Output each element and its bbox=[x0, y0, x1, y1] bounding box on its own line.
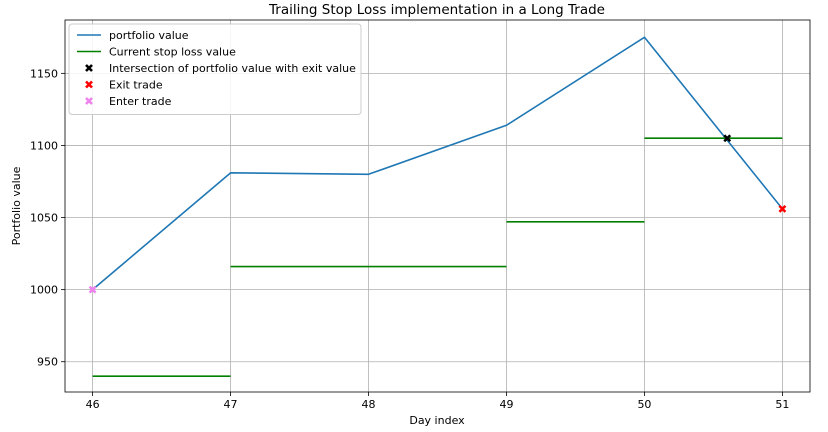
x-tick-label: 46 bbox=[86, 398, 100, 411]
series-layer bbox=[88, 36, 787, 377]
legend-label: Intersection of portfolio value with exi… bbox=[109, 62, 356, 75]
y-axis-title: Portfolio value bbox=[10, 166, 23, 245]
plot-frame bbox=[64, 19, 811, 393]
x-tick-label: 50 bbox=[637, 398, 651, 411]
legend: portfolio value Current stop loss value In… bbox=[68, 23, 362, 115]
x-axis-title: Day index bbox=[409, 414, 465, 427]
y-tick-label: 1150 bbox=[30, 67, 58, 80]
ticks: 46 47 48 49 50 51 950 1000 1050 1100 1150 bbox=[30, 67, 789, 411]
x-tick-label: 47 bbox=[224, 398, 238, 411]
y-tick-label: 950 bbox=[37, 356, 58, 369]
y-tick-label: 1000 bbox=[30, 284, 58, 297]
legend-box bbox=[68, 23, 362, 115]
chart-title: Trailing Stop Loss implementation in a L… bbox=[268, 2, 605, 18]
x-tick-label: 49 bbox=[499, 398, 513, 411]
y-tick-label: 1050 bbox=[30, 212, 58, 225]
legend-swatch bbox=[85, 80, 93, 89]
marker-2 bbox=[723, 134, 732, 143]
x-tick-label: 48 bbox=[362, 398, 376, 411]
legend-swatch bbox=[85, 64, 93, 72]
portfolio-value-line bbox=[92, 36, 784, 291]
x-tick-label: 51 bbox=[775, 398, 789, 411]
marker-3 bbox=[778, 204, 787, 213]
legend-label: Current stop loss value bbox=[109, 46, 236, 59]
legend-label: Exit trade bbox=[109, 79, 163, 92]
legend-label: Enter trade bbox=[109, 95, 172, 108]
marker-4 bbox=[88, 285, 97, 294]
grid bbox=[65, 20, 810, 392]
legend-label: portfolio value bbox=[109, 29, 189, 42]
legend-swatch bbox=[85, 97, 93, 105]
y-tick-label: 1100 bbox=[30, 139, 58, 152]
